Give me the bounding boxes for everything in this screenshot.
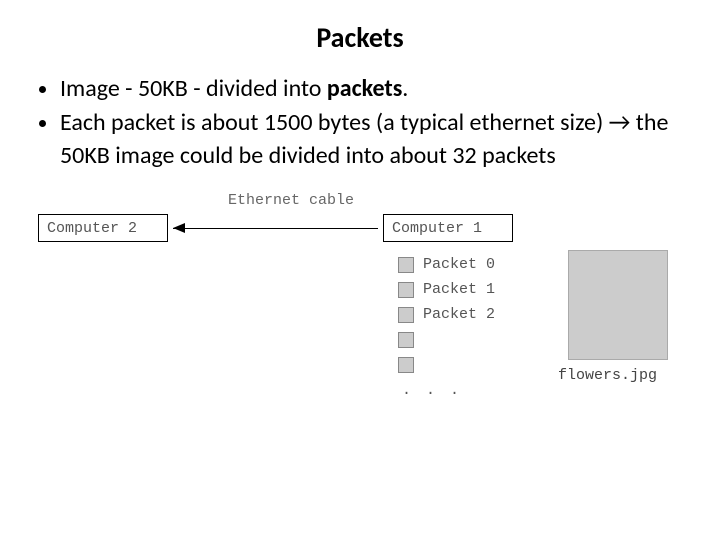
- packet-square: [398, 257, 414, 273]
- packet-square: [398, 357, 414, 373]
- bullet-1: Image - 50KB - divided into packets.: [60, 73, 690, 105]
- bullet-1-text-pre: Image - 50KB - divided into: [60, 74, 327, 103]
- ethernet-cable-label: Ethernet cable: [228, 192, 354, 209]
- arrow-head-icon: [173, 223, 185, 233]
- ellipsis: . . .: [402, 382, 462, 399]
- computer-1-label: Computer 1: [392, 220, 482, 237]
- image-file-label: flowers.jpg: [558, 367, 657, 384]
- packet-label: Packet 1: [423, 281, 495, 298]
- packet-label: Packet 2: [423, 306, 495, 323]
- packet-label: Packet 0: [423, 256, 495, 273]
- bullet-2: Each packet is about 1500 bytes (a typic…: [60, 107, 690, 172]
- packet-square: [398, 332, 414, 348]
- bullet-list: Image - 50KB - divided into packets. Eac…: [0, 73, 720, 172]
- slide-title: Packets: [0, 0, 720, 73]
- bullet-1-bold: packets: [327, 74, 402, 103]
- packet-square: [398, 307, 414, 323]
- packet-diagram: Computer 2 Computer 1 Ethernet cable Pac…: [38, 192, 678, 412]
- packet-square: [398, 282, 414, 298]
- bullet-1-text-post: .: [402, 74, 408, 103]
- arrow-line: [173, 228, 378, 229]
- image-file-block: [568, 250, 668, 360]
- computer-2-box: Computer 2: [38, 214, 168, 242]
- computer-2-label: Computer 2: [47, 220, 137, 237]
- computer-1-box: Computer 1: [383, 214, 513, 242]
